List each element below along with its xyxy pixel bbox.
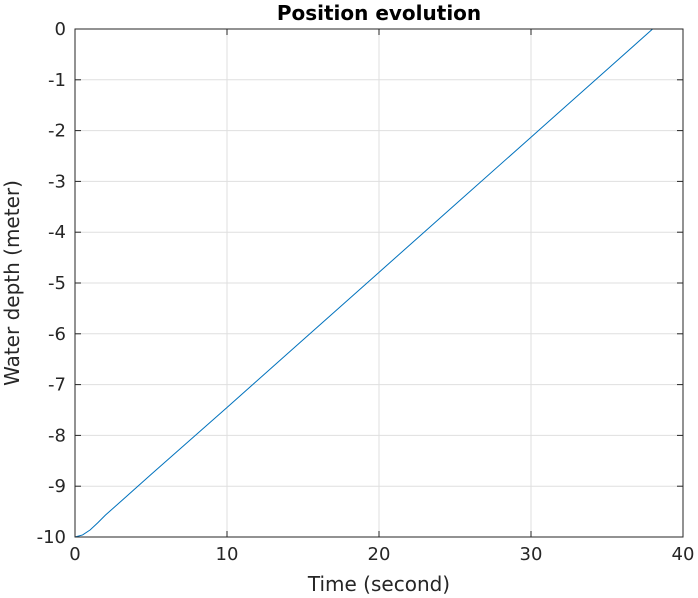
y-tick-label: -9 (48, 476, 66, 497)
y-tick-label: -8 (48, 425, 66, 446)
grid (74, 28, 684, 538)
y-tick-label: -4 (48, 222, 66, 243)
ticks: 0 10 20 30 40 0 -1 -2 -3 -4 -5 -6 -7 -8 -9 -10 (37, 19, 695, 565)
x-tick-label: 30 (520, 544, 543, 565)
x-tick-label: 40 (672, 544, 695, 565)
x-tick-label: 10 (216, 544, 239, 565)
y-tick-label: -6 (48, 324, 66, 345)
y-axis-label: Water depth (meter) (0, 180, 24, 386)
y-tick-label: -2 (48, 121, 66, 142)
series-layer (74, 28, 683, 538)
y-tick-label: -3 (48, 171, 66, 192)
x-tick-label: 20 (368, 544, 391, 565)
series-line (74, 28, 683, 538)
x-tick-label: 0 (69, 544, 80, 565)
y-tick-label: -10 (37, 527, 66, 548)
y-tick-label: 0 (55, 19, 66, 40)
chart-title: Position evolution (277, 1, 481, 25)
y-tick-label: -1 (48, 70, 66, 91)
x-axis-label: Time (second) (307, 572, 450, 596)
y-tick-label: -5 (48, 273, 66, 294)
y-tick-label: -7 (48, 375, 66, 396)
